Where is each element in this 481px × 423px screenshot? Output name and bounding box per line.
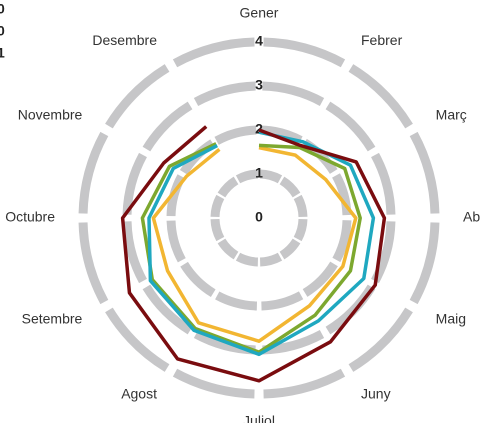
category-label: Juny	[361, 385, 391, 401]
category-label: Febrer	[361, 32, 403, 48]
category-label: Gener	[240, 5, 279, 21]
r-tick-label: 3	[255, 77, 263, 93]
category-label: Agost	[121, 385, 157, 401]
category-label: Setembre	[22, 311, 83, 327]
series-line	[151, 145, 358, 343]
category-label: Desembre	[92, 32, 157, 48]
series-line	[147, 130, 376, 357]
category-label: Octubre	[5, 209, 55, 225]
category-label: Novembre	[18, 107, 83, 123]
category-label: Març	[436, 107, 467, 123]
legend-fragment: 1	[0, 45, 5, 61]
legend-fragment: 0	[0, 23, 5, 39]
r-tick-label: 1	[255, 165, 263, 181]
r-tick-label: 4	[255, 33, 263, 49]
series-line	[140, 142, 362, 354]
legend-fragment: 0	[0, 1, 5, 17]
r-tick-label: 2	[255, 121, 263, 137]
category-label: Abril	[463, 209, 481, 225]
category-label: Juliol	[243, 413, 275, 423]
category-label: Maig	[436, 311, 466, 327]
r-tick-label: 0	[255, 209, 263, 225]
series-line	[120, 125, 387, 383]
